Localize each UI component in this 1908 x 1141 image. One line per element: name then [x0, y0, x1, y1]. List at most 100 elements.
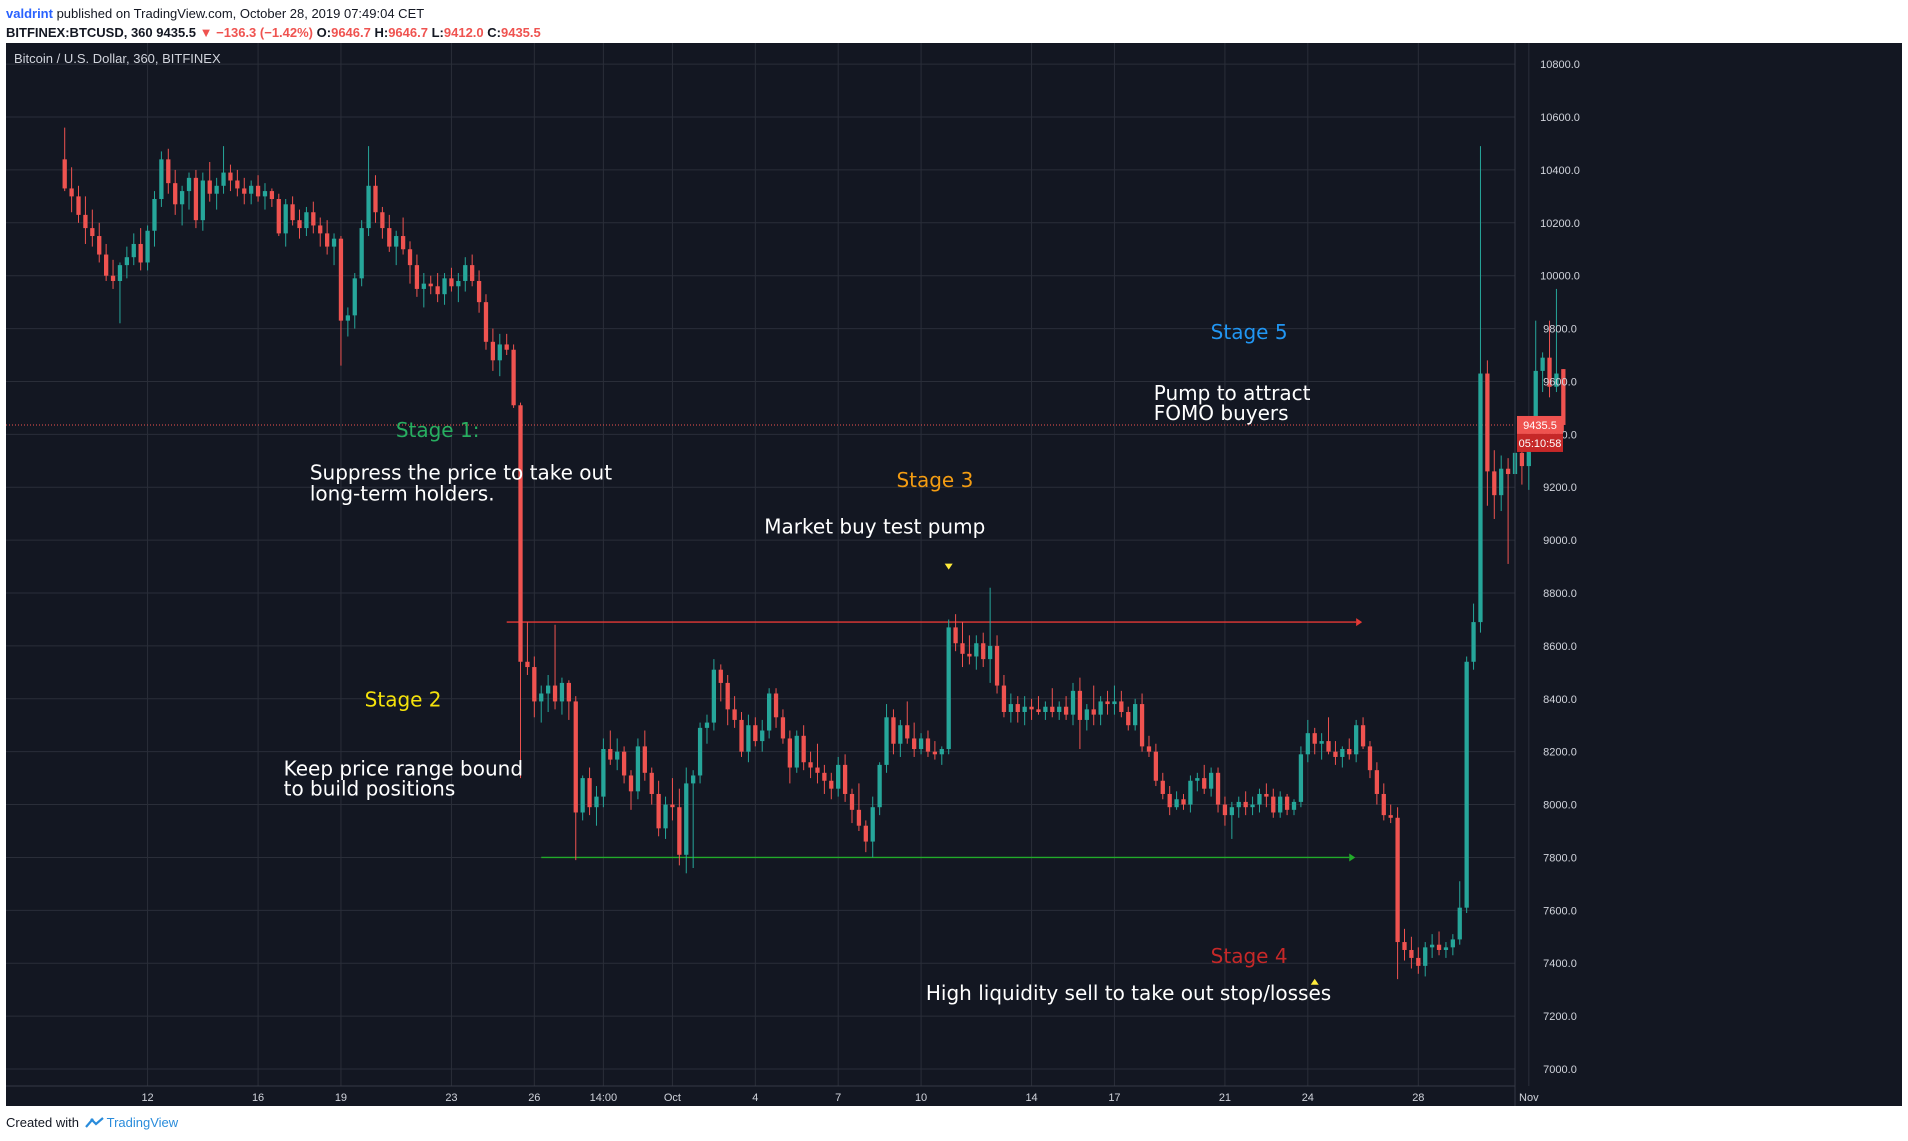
candle-body: [663, 804, 668, 829]
candle-body: [1202, 778, 1207, 789]
candle-body: [760, 730, 765, 742]
candle-body: [884, 717, 889, 765]
candle-body: [1146, 746, 1152, 752]
candle-body: [656, 793, 661, 829]
candle-body: [152, 199, 157, 231]
candle-body: [898, 725, 903, 744]
price-tick-label: 9000.0: [1543, 535, 1577, 547]
candle-body: [331, 238, 337, 247]
author-link[interactable]: valdrint: [6, 6, 53, 21]
candlestick-chart[interactable]: Stage 1: Suppress the price to take outlo…: [6, 43, 1902, 1106]
price-tick-label: 8600.0: [1543, 641, 1577, 653]
candles: [62, 127, 1566, 980]
candle-body: [1340, 749, 1345, 757]
candle-body: [815, 767, 820, 773]
level-lines: [6, 424, 1515, 862]
candle-body: [1478, 373, 1483, 623]
triangle-down-icon: ▼: [199, 25, 213, 40]
candle-body: [166, 159, 171, 184]
symbol-text: BITFINEX:BTCUSD, 360: [6, 25, 153, 40]
candle-body: [1374, 770, 1380, 794]
candle-body: [953, 627, 958, 644]
candle-body: [587, 778, 592, 808]
time-tick-label: 23: [445, 1092, 457, 1104]
candle-body: [615, 751, 620, 760]
candle-body: [1326, 741, 1331, 752]
candle-body: [131, 243, 136, 258]
candle-body: [1022, 706, 1027, 713]
markers: [944, 563, 1319, 985]
candle-body: [490, 341, 496, 361]
candle-body: [324, 233, 330, 247]
candle-body: [373, 185, 378, 213]
high-value: 9646.7: [388, 25, 428, 40]
price-tick-label: 10600.0: [1540, 112, 1580, 124]
candle-body: [1381, 793, 1386, 816]
candle-body: [539, 693, 544, 702]
candle-body: [242, 188, 247, 194]
chart-background: [6, 43, 1902, 1106]
candle-body: [1457, 907, 1462, 940]
candle-body: [124, 257, 129, 266]
annotations: Stage 1: Suppress the price to take outlo…: [284, 320, 1332, 1005]
candle-body: [863, 825, 868, 842]
candle-body: [684, 783, 689, 855]
candle-body: [1160, 780, 1165, 794]
candle-body: [1050, 706, 1055, 713]
candle-body: [214, 185, 219, 194]
candle-body: [1098, 701, 1103, 715]
candle-body: [394, 236, 399, 247]
published-text: published on TradingView.com, October 28…: [52, 6, 425, 21]
candle-body: [939, 749, 944, 755]
tradingview-logo-icon: [84, 1117, 104, 1128]
annotation-text: Stage 2: [365, 688, 442, 712]
candle-body: [456, 280, 461, 287]
annotation-text: Market buy test pump: [764, 515, 985, 539]
candle-body: [1561, 369, 1566, 425]
candle-body: [780, 717, 786, 739]
candle-body: [1208, 772, 1214, 789]
candle-body: [1008, 704, 1013, 713]
price-tick-label: 7800.0: [1543, 852, 1577, 864]
candle-body: [739, 719, 744, 752]
candle-body: [994, 645, 1000, 686]
tradingview-link[interactable]: TradingView: [106, 1115, 179, 1130]
candle-body: [601, 749, 606, 797]
time-axis[interactable]: 12 16 19 23 26 14:00 Oct 4 7 10 14 17 21 24 28 Nov: [6, 1085, 1539, 1104]
candle-body: [62, 159, 67, 189]
candle-body: [697, 727, 703, 776]
candle-body: [691, 775, 696, 784]
price-tick-label: 8200.0: [1543, 747, 1577, 759]
candle-body: [110, 275, 116, 281]
candle-body: [304, 212, 309, 229]
candle-body: [311, 212, 316, 226]
candle-body: [870, 807, 875, 842]
candle-body: [269, 191, 275, 200]
candle-body: [1077, 690, 1083, 720]
candle-body: [1347, 749, 1352, 755]
price-tick-label: 9600.0: [1543, 376, 1577, 388]
candle-body: [1036, 709, 1041, 713]
candle-body: [532, 667, 537, 702]
candle-body: [442, 278, 447, 295]
price-axis[interactable]: 7000.0 7200.0 7400.0 7600.0 7800.0 8000.0 8200…: [1514, 43, 1580, 1106]
time-tick-label: Oct: [664, 1092, 681, 1104]
candle-body: [138, 243, 143, 263]
candle-body: [290, 204, 295, 221]
candle-body: [1499, 468, 1504, 496]
candle-body: [352, 278, 357, 316]
candle-body: [1554, 373, 1559, 387]
marker-up-icon: [1310, 978, 1319, 985]
candle-body: [255, 185, 261, 197]
candle-body: [1333, 751, 1338, 757]
chart-area[interactable]: Stage 1: Suppress the price to take out lo…: [6, 43, 1902, 1106]
time-tick-label: 21: [1219, 1092, 1231, 1104]
candle-body: [207, 180, 212, 194]
candle-body: [1443, 947, 1449, 950]
candle-body: [642, 746, 647, 773]
candle-body: [228, 172, 233, 181]
annotation-text: FOMO buyers: [1154, 401, 1289, 425]
candle-body: [635, 746, 641, 792]
candle-body: [801, 735, 806, 763]
candle-body: [1112, 701, 1117, 705]
